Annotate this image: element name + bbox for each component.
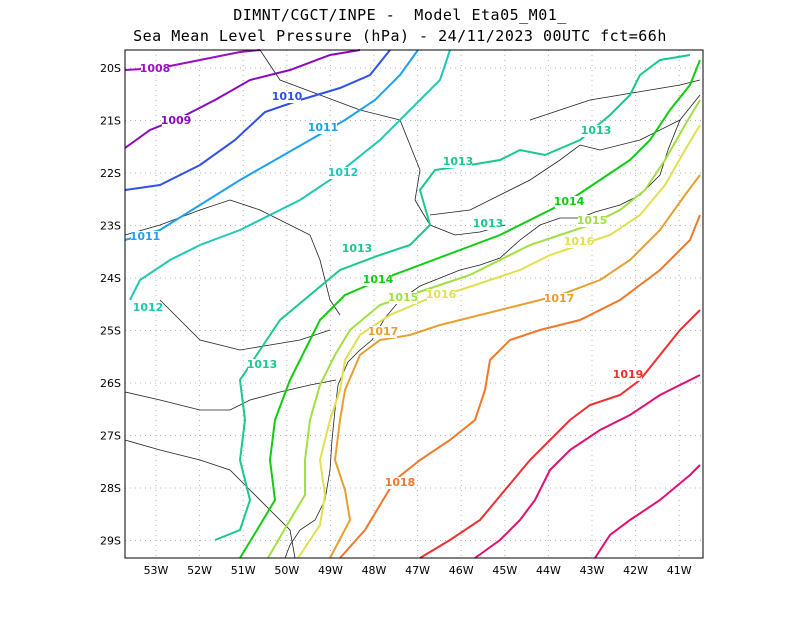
coastline: [284, 94, 701, 559]
contour-label-1013: 1013: [473, 217, 504, 230]
contour-label-bg: [162, 115, 190, 127]
contour-label-1012: 1012: [328, 166, 359, 179]
isobar-1015: [267, 99, 701, 559]
contour-label-bg: [386, 477, 414, 489]
lat-axis: 20S 21S 22S 23S 24S 25S 26S 27S 28S 29S: [100, 62, 121, 548]
isobar-1019: [419, 309, 701, 559]
contour-labels: 1008 1009 1010 1011 1012 1013 1013 1013 1013 1013…: [130, 62, 644, 489]
chart-title-line1: DIMNT/CGCT/INPE - Model Eta05_M01_: [233, 6, 567, 24]
lon-tick-label: 53W: [144, 564, 169, 577]
lon-tick-label: 46W: [449, 564, 474, 577]
lat-tick-label: 20S: [100, 62, 121, 75]
isobar-1009: [124, 49, 361, 149]
lon-tick-label: 49W: [318, 564, 343, 577]
isobar-1010: [124, 49, 391, 191]
contour-label-1016: 1016: [564, 235, 595, 248]
lat-tick-label: 25S: [100, 325, 121, 338]
lon-tick-label: 48W: [362, 564, 387, 577]
state-border-7: [159, 299, 331, 351]
contour-label-bg: [141, 63, 169, 75]
isobar-1014: [239, 59, 701, 559]
contour-label-bg: [248, 359, 276, 371]
map-frame: [124, 49, 704, 559]
contour-label-1013: 1013: [247, 358, 278, 371]
isobar-1011: [124, 49, 419, 241]
contour-label-bg: [565, 236, 593, 248]
lat-tick-label: 22S: [100, 167, 121, 180]
contour-label-1008: 1008: [140, 62, 171, 75]
contour-label-bg: [474, 218, 502, 230]
contour-label-1019: 1019: [613, 368, 644, 381]
contour-label-1015: 1015: [388, 291, 419, 304]
lon-tick-label: 41W: [667, 564, 692, 577]
lat-tick-label: 29S: [100, 535, 121, 548]
isobar-1012: [129, 49, 451, 301]
lat-tick-label: 23S: [100, 220, 121, 233]
contour-label-1016: 1016: [426, 288, 457, 301]
contour-label-bg: [389, 292, 417, 304]
contour-label-bg: [578, 215, 606, 227]
contour-label-1018: 1018: [385, 476, 416, 489]
contour-label-1013: 1013: [581, 124, 612, 137]
lon-tick-label: 47W: [405, 564, 430, 577]
lon-tick-label: 50W: [274, 564, 299, 577]
isobar-1020: [474, 374, 701, 559]
contour-label-bg: [582, 125, 610, 137]
lat-tick-label: 26S: [100, 377, 121, 390]
state-border-6: [529, 79, 701, 121]
lat-tick-label: 27S: [100, 430, 121, 443]
lon-tick-label: 51W: [231, 564, 256, 577]
contour-label-1013: 1013: [342, 242, 373, 255]
contour-label-1011: 1011: [308, 121, 339, 134]
contour-label-bg: [614, 369, 642, 381]
coastline-borders: [124, 49, 701, 559]
chart-title-line2: Sea Mean Level Pressure (hPa) - 24/11/20…: [133, 27, 667, 45]
contour-label-bg: [369, 326, 397, 338]
contour-label-bg: [343, 243, 371, 255]
contour-label-1012: 1012: [133, 301, 164, 314]
contour-label-bg: [134, 302, 162, 314]
contour-label-1014: 1014: [554, 195, 585, 208]
contour-label-1010: 1010: [272, 90, 303, 103]
lon-tick-label: 42W: [623, 564, 648, 577]
lat-tick-label: 24S: [100, 272, 121, 285]
contour-label-bg: [309, 122, 337, 134]
lon-axis: 53W 52W 51W 50W 49W 48W 47W 46W 45W 44W 43W 42W 41W: [144, 564, 692, 577]
contour-label-1013: 1013: [443, 155, 474, 168]
contour-label-1011: 1011: [130, 230, 161, 243]
contour-label-bg: [329, 167, 357, 179]
isobar-lines: [124, 49, 701, 559]
contour-label-bg: [545, 293, 573, 305]
contour-label-bg: [364, 274, 392, 286]
lat-tick-label: 28S: [100, 482, 121, 495]
lat-tick-label: 21S: [100, 115, 121, 128]
contour-label-bg: [131, 231, 159, 243]
isobar-1020b: [594, 464, 701, 559]
contour-label-bg: [444, 156, 472, 168]
contour-label-1014: 1014: [363, 273, 394, 286]
contour-label-bg: [273, 91, 301, 103]
state-border-1: [259, 49, 506, 236]
isobar-1016: [297, 124, 701, 559]
lon-tick-label: 45W: [492, 564, 517, 577]
isobar-1018: [339, 214, 701, 559]
contour-label-1015: 1015: [577, 214, 608, 227]
state-border-3: [124, 379, 337, 411]
isobar-1013: [214, 54, 691, 541]
contour-label-1009: 1009: [161, 114, 192, 127]
contour-label-1017: 1017: [544, 292, 575, 305]
contour-label-bg: [555, 196, 583, 208]
contour-label-bg: [427, 289, 455, 301]
contour-label-1017: 1017: [368, 325, 399, 338]
state-border-5: [429, 119, 681, 216]
lon-tick-label: 43W: [580, 564, 605, 577]
lon-tick-label: 44W: [536, 564, 561, 577]
lon-tick-label: 52W: [187, 564, 212, 577]
isobar-1017: [329, 174, 701, 559]
